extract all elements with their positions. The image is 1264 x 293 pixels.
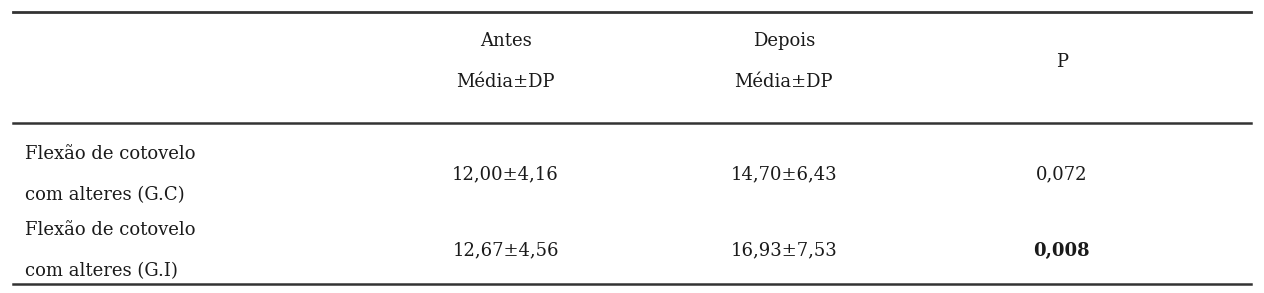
Text: Média±DP: Média±DP [734,73,833,91]
Text: Flexão de cotovelo: Flexão de cotovelo [25,145,196,163]
Text: com alteres (G.C): com alteres (G.C) [25,186,185,204]
Text: 12,67±4,56: 12,67±4,56 [453,241,559,260]
Text: Antes: Antes [480,32,531,50]
Text: 0,008: 0,008 [1034,241,1090,260]
Text: 14,70±6,43: 14,70±6,43 [731,165,837,183]
Text: P: P [1055,52,1068,71]
Text: 12,00±4,16: 12,00±4,16 [453,165,559,183]
Text: Flexão de cotovelo: Flexão de cotovelo [25,221,196,239]
Text: 0,072: 0,072 [1036,165,1087,183]
Text: 16,93±7,53: 16,93±7,53 [731,241,837,260]
Text: com alteres (G.I): com alteres (G.I) [25,262,178,280]
Text: Média±DP: Média±DP [456,73,555,91]
Text: Depois: Depois [752,32,815,50]
